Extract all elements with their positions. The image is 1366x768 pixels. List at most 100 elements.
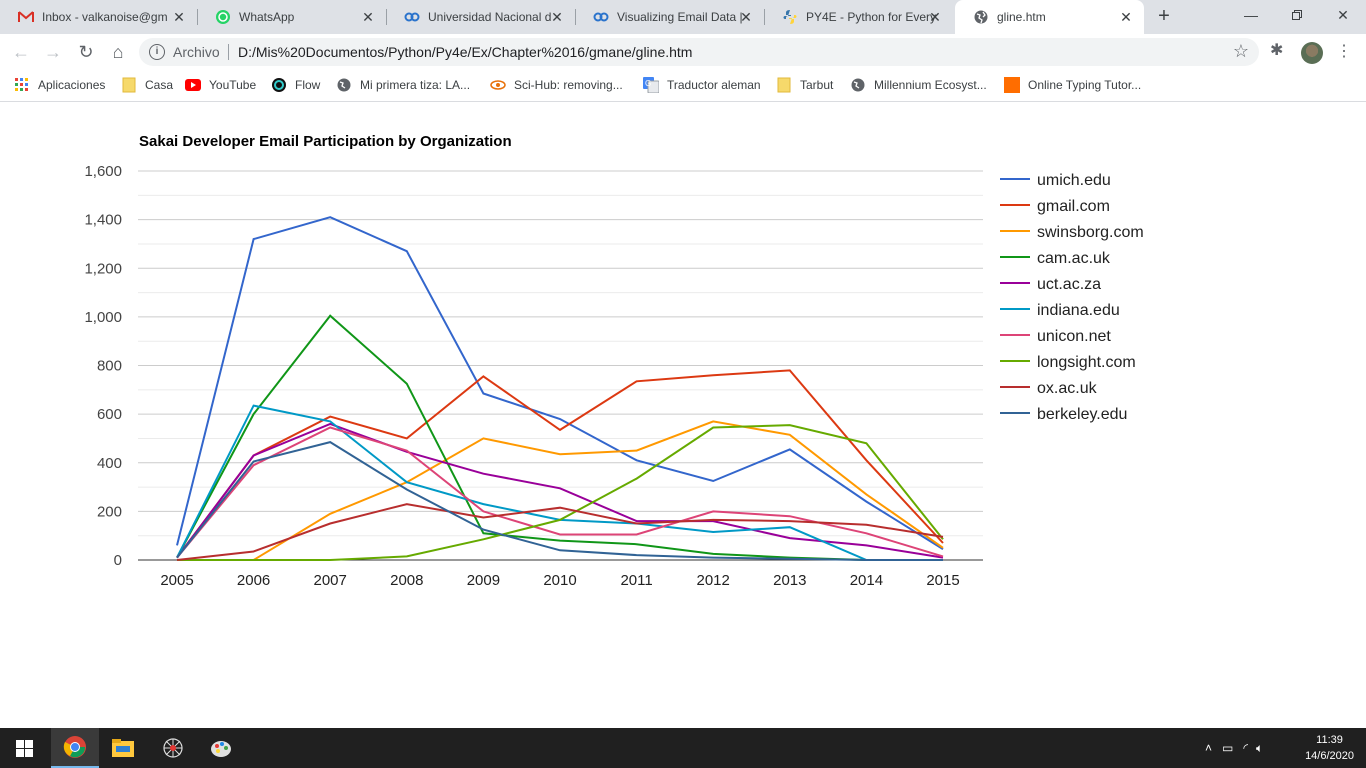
y-tick-label: 1,600 [84,163,122,180]
bookmark-casa[interactable]: Casa [121,77,173,93]
close-tab-icon[interactable]: ✕ [551,9,563,25]
windows-start-icon[interactable] [0,728,48,768]
tab-py4e[interactable]: PY4E - Python for Every ✕ [764,0,953,34]
coursera-icon [404,9,420,25]
y-tick-label: 600 [97,406,122,423]
svg-text:G: G [645,79,651,88]
close-tab-icon[interactable]: ✕ [362,9,374,25]
bookmark-mi-primera-tiza[interactable]: Mi primera tiza: LA... [336,77,470,93]
chrome-icon[interactable] [51,728,99,768]
series-line-swinsborg-com[interactable] [177,420,944,561]
bookmark-label: Casa [145,78,174,92]
minimize-button[interactable]: — [1244,7,1258,23]
restore-button[interactable] [1274,0,1320,30]
youtube-icon [185,77,201,93]
menu-kebab-icon[interactable]: ⋮ [1336,43,1352,60]
legend-label[interactable]: berkeley.edu [1037,406,1127,423]
legend-label[interactable]: swinsborg.com [1037,224,1144,241]
wifi-icon[interactable]: ◜ [1243,741,1249,755]
bookmark-label: Mi primera tiza: LA... [360,78,471,92]
scihub-icon [490,77,506,93]
bookmark-millennium[interactable]: Millennium Ecosyst... [850,77,987,93]
legend-label[interactable]: ox.ac.uk [1037,380,1098,397]
y-tick-label: 1,000 [84,309,122,326]
x-tick-label: 2010 [543,572,576,589]
address-bar[interactable]: i Archivo D:/Mis%20Documentos/Python/Py4… [139,38,1259,66]
address-divider [228,44,229,60]
globe-icon [973,9,989,25]
paint-icon[interactable] [197,728,245,768]
tab-divider [764,9,765,25]
battery-icon[interactable]: ▭ [1222,741,1234,755]
x-tick-label: 2008 [390,572,423,589]
taskbar-clock[interactable]: 11:39 14/6/2020 [1305,732,1354,764]
flow-icon [271,77,287,93]
bookmark-youtube[interactable]: YouTube [185,77,256,93]
bookmark-flow[interactable]: Flow [271,77,320,93]
tab-inbox[interactable]: Inbox - valkanoise@gm ✕ [0,0,197,34]
x-tick-label: 2012 [697,572,730,589]
profile-avatar[interactable] [1301,42,1323,64]
tab-title: gline.htm [997,10,1046,24]
x-axis-ticks: 2005 2006 2007 2008 2009 2010 2011 2012 2013 2014… [160,572,959,589]
x-tick-label: 2007 [314,572,347,589]
file-explorer-icon[interactable] [99,728,147,768]
bookmark-typing-tutor[interactable]: Online Typing Tutor... [1004,77,1141,93]
bookmark-scihub[interactable]: Sci-Hub: removing... [490,77,623,93]
y-tick-label: 800 [97,358,122,375]
bookmark-tarbut[interactable]: Tarbut [776,77,833,93]
close-tab-icon[interactable]: ✕ [929,9,941,25]
close-window-button[interactable]: ✕ [1337,6,1349,23]
gmail-icon [18,9,34,25]
close-tab-icon[interactable]: ✕ [173,9,185,25]
reload-button[interactable]: ↻ [78,42,94,62]
legend-label[interactable]: umich.edu [1037,172,1111,189]
tab-visualizing[interactable]: Visualizing Email Data | ✕ [575,0,764,34]
info-icon[interactable]: i [149,44,165,60]
legend-label[interactable]: gmail.com [1037,198,1110,215]
close-tab-icon[interactable]: ✕ [740,9,752,25]
bookmark-label: Online Typing Tutor... [1028,78,1142,92]
tab-divider [386,9,387,25]
series-line-gmail-com[interactable] [176,369,944,559]
series-line-longsight-com[interactable] [177,424,944,561]
tab-universidad[interactable]: Universidad Nacional d ✕ [386,0,575,34]
bookmark-label: YouTube [209,78,257,92]
whatsapp-icon [215,9,231,25]
legend-label[interactable]: cam.ac.uk [1037,250,1111,267]
new-tab-button[interactable]: + [1158,5,1170,27]
bookmark-aplicaciones[interactable]: Aplicaciones [14,77,105,93]
back-button[interactable]: ← [12,42,30,62]
chevron-up-icon[interactable]: ˄ [1205,741,1213,755]
tab-gline[interactable]: gline.htm ✕ [955,0,1144,34]
tab-title: Visualizing Email Data | [617,10,743,24]
legend-label[interactable]: unicon.net [1037,328,1111,345]
spider-app-icon[interactable] [149,728,197,768]
series-line-ox-ac-uk[interactable] [176,503,944,561]
chart-title: Sakai Developer Email Participation by O… [139,133,512,150]
legend-label[interactable]: indiana.edu [1037,302,1120,319]
y-tick-label: 1,200 [84,260,122,277]
x-tick-label: 2006 [237,572,270,589]
legend-label[interactable]: uct.ac.za [1037,276,1101,293]
forward-button[interactable]: → [44,42,62,62]
home-button[interactable]: ⌂ [112,42,124,62]
series-line-berkeley-edu[interactable] [176,441,943,561]
close-tab-icon[interactable]: ✕ [1120,9,1132,25]
series-line-uct-ac-za[interactable] [176,422,944,559]
translate-icon: G [643,77,659,93]
bookmark-label: Flow [295,78,321,92]
bookmark-traductor[interactable]: G Traductor aleman [643,77,761,93]
system-tray: ˄ ▭ ◜ 🔈︎ [1205,728,1263,768]
extensions-puzzle-icon[interactable]: ✱ [1270,42,1284,59]
volume-icon[interactable]: 🔈︎ [1256,740,1264,755]
tab-whatsapp[interactable]: WhatsApp ✕ [197,0,386,34]
y-axis-ticks: 0 200 400 600 800 1,000 1,200 1,400 1,600 [84,163,122,569]
x-tick-label: 2013 [773,572,806,589]
line-chart: Sakai Developer Email Participation by O… [84,133,1144,589]
series-line-umich-edu[interactable] [176,216,944,550]
bookmark-star-icon[interactable]: ☆ [1232,41,1249,61]
legend-label[interactable]: longsight.com [1037,354,1136,371]
url-text[interactable]: D:/Mis%20Documentos/Python/Py4e/Ex/Chapt… [238,44,693,60]
clock-time: 11:39 [1316,734,1343,746]
